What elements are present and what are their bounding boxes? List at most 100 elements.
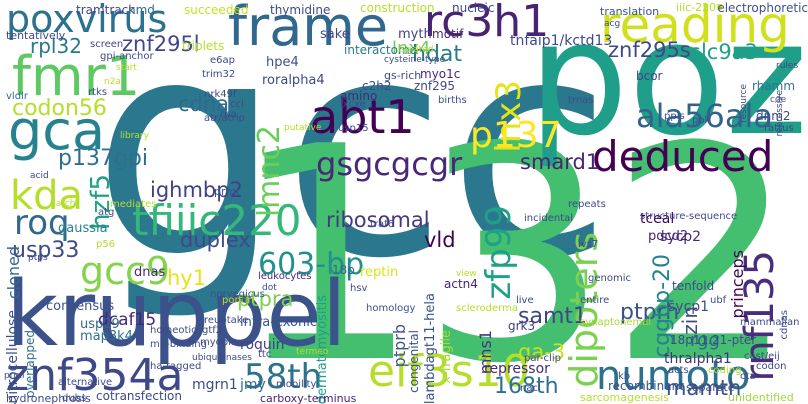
- cloud-word: ha-tagged: [150, 361, 202, 372]
- cloud-word: structure-sequence: [640, 211, 738, 222]
- cloud-word: nmd: [128, 3, 155, 17]
- cloud-word: jmy: [240, 377, 266, 393]
- cloud-word: kruppel: [6, 262, 347, 367]
- cloud-word: acg: [604, 19, 621, 29]
- cloud-word: reptin: [360, 265, 399, 280]
- cloud-word: map3k4: [80, 329, 133, 344]
- cloud-word: znf354a: [6, 350, 184, 401]
- cloud-word: recombinant: [608, 379, 684, 393]
- cloud-word: x-fragile: [439, 330, 454, 384]
- cloud-word: vld: [424, 228, 456, 252]
- cloud-word: ga-3: [518, 340, 566, 364]
- cloud-word: sarcomagenesis: [580, 391, 669, 404]
- cloud-word: homology: [366, 303, 416, 314]
- cloud-word: 18p: [332, 263, 355, 277]
- cloud-word: roq: [14, 203, 70, 243]
- cloud-word: mobility: [276, 379, 317, 390]
- cloud-word: ubiquitinases: [192, 353, 252, 363]
- cloud-word: mgrn1: [192, 377, 238, 393]
- cloud-word: 58th: [244, 357, 323, 397]
- cloud-word: bcor: [636, 69, 663, 83]
- cloud-word: interactome: [344, 43, 418, 57]
- cloud-word: homeotic: [150, 325, 197, 336]
- cloud-word: pok: [692, 115, 711, 126]
- cloud-word: c2h2: [362, 79, 392, 93]
- cloud-word: ighmbp2: [150, 178, 243, 202]
- cloud-word: p56: [96, 239, 116, 250]
- cloud-word: duplex: [180, 228, 251, 252]
- cloud-word: ribosomal: [326, 208, 430, 232]
- cloud-word: znf295l: [122, 32, 200, 56]
- cloud-word: grk3: [508, 319, 536, 333]
- cloud-word: scleroderma: [456, 303, 518, 314]
- cloud-word: succeeded: [184, 3, 249, 17]
- cloud-word: rgg: [690, 330, 720, 351]
- cloud-word: lmnc2: [252, 125, 287, 218]
- cloud-word: overlapped: [23, 330, 37, 398]
- cloud-word: thymidine: [270, 3, 331, 17]
- cloud-word: rc3h1: [424, 0, 550, 47]
- cloud-word: rpl32: [30, 34, 82, 58]
- cloud-word: cdnas: [779, 310, 790, 340]
- cloud-word: norvegicus: [210, 289, 265, 300]
- cloud-word: slc9a3: [690, 40, 758, 64]
- cloud-word: myopia: [200, 337, 238, 348]
- cloud-word: ptps: [28, 253, 48, 263]
- cloud-word: translation: [600, 5, 660, 18]
- cloud-word: lxcxe: [340, 99, 366, 110]
- cloud-word: congenital: [407, 330, 421, 393]
- cloud-word: p137: [470, 115, 562, 156]
- cloud-word: mamth: [666, 376, 742, 400]
- cloud-word: acid: [30, 171, 49, 181]
- cloud-word: eif3s10: [368, 346, 530, 397]
- cloud-word: incidental: [524, 213, 574, 224]
- cloud-word: p137gpi: [58, 146, 148, 171]
- cloud-word: genomic: [588, 273, 631, 284]
- cloud-word: dcaf15: [98, 310, 157, 330]
- cloud-word: atr/atrip: [204, 113, 245, 124]
- cloud-word: pontin: [222, 295, 254, 306]
- cloud-word: princeps: [728, 250, 747, 319]
- cloud-word: lnx4: [392, 38, 431, 59]
- cloud-word: construction: [360, 1, 435, 15]
- cloud-word: trnas: [568, 95, 594, 106]
- cloud-word: usp29: [80, 317, 120, 332]
- cloud-word: electrophoretic: [717, 1, 808, 15]
- cloud-word: screen: [90, 39, 124, 50]
- cloud-word: myo1c: [420, 67, 461, 81]
- cloud-word: hydronephrosis: [6, 392, 91, 404]
- cloud-word: znf295s: [608, 38, 691, 62]
- cloud-word: cta: [740, 371, 756, 382]
- cloud-word: mu-binding: [150, 339, 207, 350]
- cloud-word: hdat: [412, 42, 463, 67]
- cloud-word: reuptake: [204, 315, 249, 326]
- cloud-word: thralpha1: [664, 351, 732, 367]
- cloud-word: atg: [98, 207, 115, 218]
- cloud-word: ubf: [710, 295, 727, 306]
- cloud-word: sycp2: [660, 229, 702, 245]
- cloud-word: tenfold: [672, 279, 715, 293]
- cloud-word: nrk49f: [204, 89, 237, 100]
- cloud-word: gpi-anchor: [100, 51, 154, 62]
- cloud-word: library: [120, 131, 149, 141]
- cloud-word: repressor: [484, 361, 550, 377]
- cloud-word: smard1: [520, 150, 600, 174]
- cloud-word: usp33: [12, 238, 80, 263]
- cloud-word: samt1: [518, 304, 587, 329]
- cloud-word: termeo: [296, 347, 329, 357]
- cloud-word: par-clip: [524, 353, 561, 364]
- cloud-word: alternative: [58, 377, 113, 388]
- cloud-word: mammalian: [740, 317, 800, 328]
- cloud-word: gtf2: [202, 325, 223, 336]
- cloud-word: putative: [284, 123, 322, 133]
- cloud-word: sake: [320, 27, 350, 42]
- cloud-word: repeats: [568, 199, 606, 210]
- cloud-word: nacl: [520, 383, 541, 394]
- cloud-word: roquin: [240, 337, 285, 353]
- cloud-word: ptprh: [620, 300, 680, 325]
- cloud-word: amino: [340, 89, 378, 103]
- cloud-word: ptprb: [390, 324, 409, 368]
- cloud-word: rhamm: [752, 79, 796, 93]
- cloud-word: carboxy-terminus: [260, 392, 357, 404]
